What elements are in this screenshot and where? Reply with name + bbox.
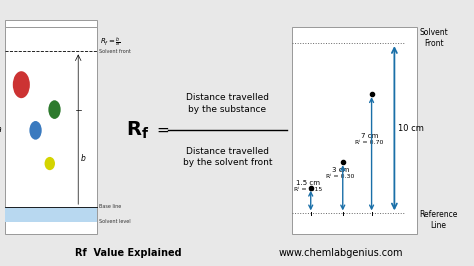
Text: b: b [81,154,86,163]
Text: Solvent
Front: Solvent Front [419,28,448,48]
Text: 3 cm: 3 cm [332,167,349,173]
Text: =: = [156,123,169,138]
Ellipse shape [13,71,30,98]
Text: Reference
Line: Reference Line [419,210,458,230]
Ellipse shape [45,157,55,170]
Bar [102,27,292,234]
Text: 1.5 cm: 1.5 cm [296,180,320,186]
Text: www.chemlabgenius.com: www.chemlabgenius.com [279,248,403,258]
Bar [5,20,97,27]
Text: Rⁱ = 0.15: Rⁱ = 0.15 [294,187,322,192]
Bar [292,27,417,234]
Text: Solvent front: Solvent front [99,49,130,54]
Text: 10 cm: 10 cm [398,124,424,133]
Text: Distance travelled
by the solvent front: Distance travelled by the solvent front [183,147,272,167]
Bar [5,207,97,222]
Ellipse shape [48,100,61,119]
Bar [5,27,97,234]
Text: $\mathbf{R_f}$: $\mathbf{R_f}$ [126,120,149,141]
Text: Distance travelled
by the substance: Distance travelled by the substance [186,93,269,114]
Text: 7 cm: 7 cm [361,133,378,139]
Text: Solvent level: Solvent level [99,219,130,224]
Ellipse shape [29,121,42,140]
Text: Rⁱ = 0.30: Rⁱ = 0.30 [326,174,355,179]
Text: a: a [0,125,1,134]
Text: Rf  Value Explained: Rf Value Explained [75,248,181,258]
Text: $R_f = \frac{b}{a}$: $R_f = \frac{b}{a}$ [100,35,120,49]
Text: Base line: Base line [99,204,121,209]
Text: Rⁱ = 0.70: Rⁱ = 0.70 [355,140,383,145]
